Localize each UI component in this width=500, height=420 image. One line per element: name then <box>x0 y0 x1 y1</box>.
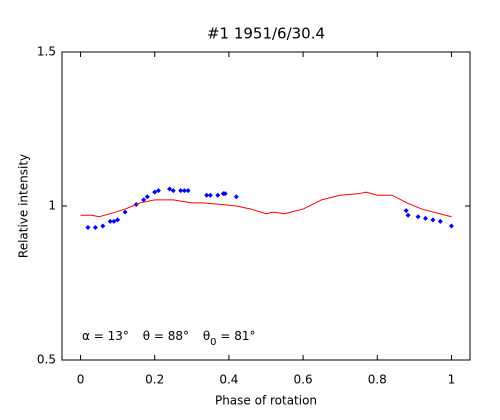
y-tick-label: 1 <box>48 199 56 213</box>
point <box>167 186 173 192</box>
point <box>155 188 161 194</box>
point <box>111 218 117 224</box>
annotation-part: α = 13° <box>82 329 129 343</box>
point <box>207 192 213 198</box>
x-tick-label: 1 <box>448 373 456 387</box>
annotation-subscript: 0 <box>210 337 216 348</box>
point <box>185 188 191 194</box>
chart-title: #1 1951/6/30.4 <box>207 25 325 43</box>
point <box>122 209 128 215</box>
x-axis-label: Phase of rotation <box>215 394 317 408</box>
point <box>181 188 187 194</box>
x-tick-label: 0.4 <box>219 373 238 387</box>
annotation-part: θ <box>203 329 210 343</box>
x-tick-label: 0.2 <box>145 373 164 387</box>
point <box>152 189 158 195</box>
point <box>170 188 176 194</box>
y-axis-label: Relative intensity <box>17 154 31 258</box>
point <box>178 188 184 194</box>
point <box>92 225 98 231</box>
y-tick-label: 1.5 <box>37 45 56 59</box>
point <box>405 212 411 218</box>
point <box>141 197 147 203</box>
point <box>415 214 421 220</box>
annotation-part: θ = 88° <box>143 329 189 343</box>
x-tick-label: 0.6 <box>294 373 313 387</box>
point <box>115 217 121 223</box>
point <box>215 192 221 198</box>
point <box>403 208 409 214</box>
point <box>233 194 239 200</box>
y-tick-label: 0.5 <box>37 353 56 367</box>
annotation-part: = 81° <box>217 329 256 343</box>
point <box>422 215 428 221</box>
point <box>107 218 113 224</box>
point <box>204 192 210 198</box>
point <box>85 225 91 231</box>
point <box>144 194 150 200</box>
point <box>100 223 106 229</box>
curve <box>80 191 452 218</box>
annotation: α = 13° θ = 88° θ0 = 81° <box>82 329 256 349</box>
point <box>430 217 436 223</box>
point <box>448 223 454 229</box>
x-tick-label: 0.8 <box>368 373 387 387</box>
point <box>437 218 443 224</box>
x-tick-label: 0 <box>77 373 85 387</box>
point <box>222 191 228 197</box>
